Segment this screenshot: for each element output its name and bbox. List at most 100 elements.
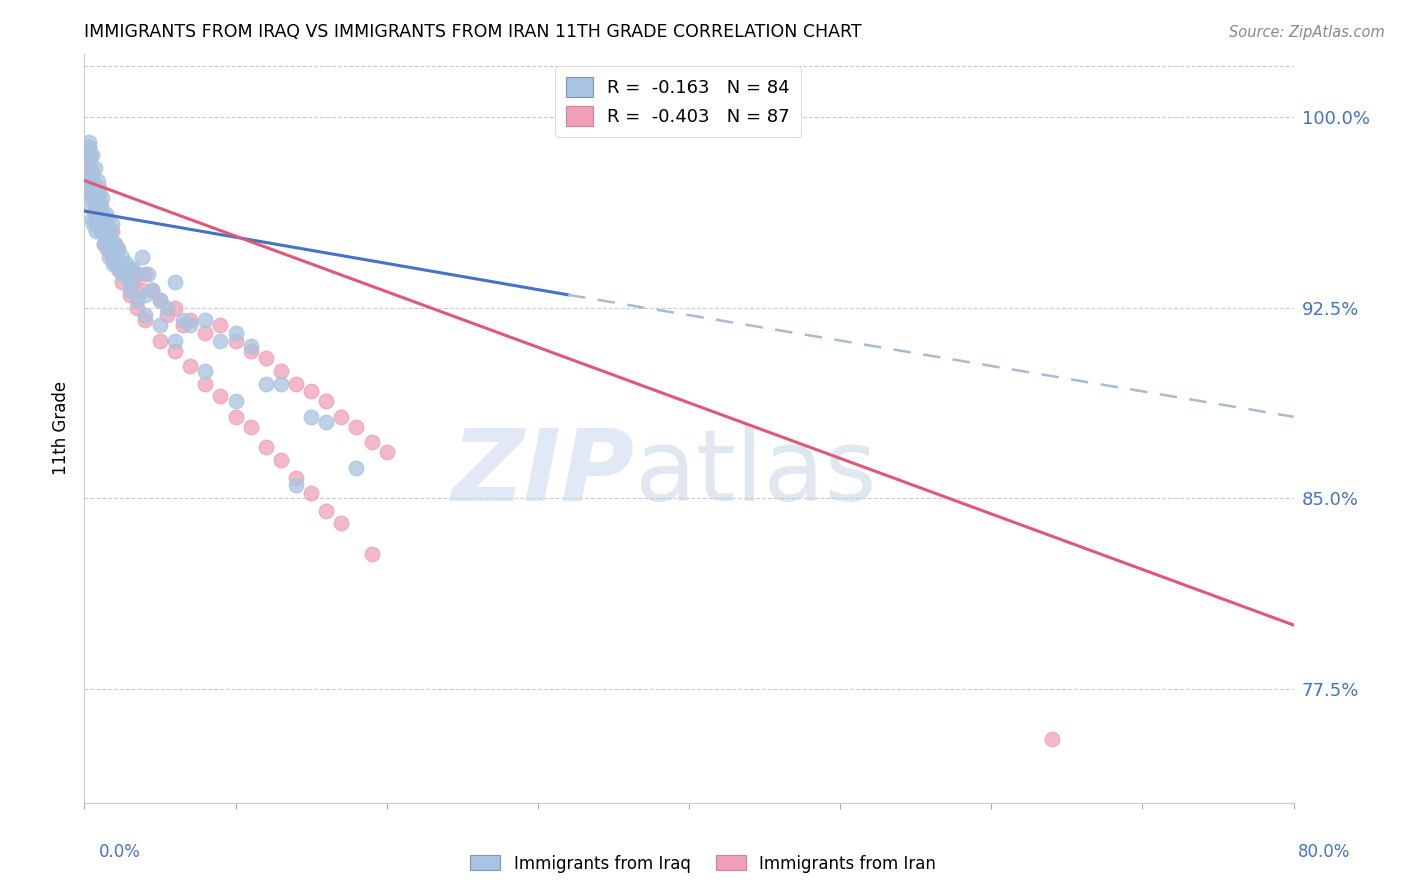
- Point: [315, 394, 337, 409]
- Point: [254, 351, 277, 366]
- Point: [299, 486, 322, 500]
- Point: [127, 293, 149, 307]
- Point: [136, 268, 159, 282]
- Point: [87, 191, 110, 205]
- Point: [194, 364, 217, 378]
- Point: [89, 186, 111, 201]
- Point: [90, 211, 112, 226]
- Point: [108, 262, 131, 277]
- Point: [270, 364, 292, 378]
- Point: [89, 199, 111, 213]
- Text: atlas: atlas: [634, 425, 876, 522]
- Point: [96, 211, 118, 226]
- Point: [270, 453, 292, 467]
- Point: [134, 268, 156, 282]
- Point: [79, 161, 101, 175]
- Point: [80, 173, 103, 187]
- Point: [111, 257, 134, 271]
- Point: [134, 313, 156, 327]
- Point: [179, 313, 201, 327]
- Point: [121, 275, 143, 289]
- Point: [104, 237, 127, 252]
- Text: Source: ZipAtlas.com: Source: ZipAtlas.com: [1229, 25, 1385, 40]
- Point: [165, 301, 187, 315]
- Point: [165, 275, 187, 289]
- Point: [108, 262, 131, 277]
- Point: [86, 191, 108, 205]
- Point: [141, 283, 163, 297]
- Point: [89, 211, 111, 226]
- Point: [84, 211, 107, 226]
- Point: [107, 242, 129, 256]
- Point: [100, 242, 122, 256]
- Point: [104, 254, 127, 268]
- Point: [239, 338, 262, 352]
- Point: [165, 343, 187, 358]
- Point: [118, 275, 141, 289]
- Point: [270, 376, 292, 391]
- Point: [98, 224, 121, 238]
- Point: [80, 166, 103, 180]
- Point: [94, 217, 117, 231]
- Point: [77, 199, 100, 213]
- Point: [165, 334, 187, 348]
- Point: [107, 262, 129, 277]
- Point: [104, 237, 127, 252]
- Point: [84, 161, 107, 175]
- Point: [149, 293, 172, 307]
- Point: [107, 242, 129, 256]
- Point: [112, 268, 135, 282]
- Legend: R =  -0.163   N = 84, R =  -0.403   N = 87: R = -0.163 N = 84, R = -0.403 N = 87: [555, 66, 801, 136]
- Point: [121, 262, 143, 277]
- Point: [84, 199, 107, 213]
- Point: [100, 250, 122, 264]
- Point: [89, 217, 111, 231]
- Point: [225, 394, 247, 409]
- Text: 80.0%: 80.0%: [1298, 843, 1350, 861]
- Point: [105, 250, 128, 264]
- Point: [1040, 732, 1063, 747]
- Point: [179, 359, 201, 373]
- Point: [97, 232, 120, 246]
- Point: [84, 181, 107, 195]
- Point: [225, 326, 247, 340]
- Point: [172, 313, 194, 327]
- Point: [346, 460, 368, 475]
- Point: [149, 318, 172, 333]
- Y-axis label: 11th Grade: 11th Grade: [52, 381, 70, 475]
- Point: [100, 217, 122, 231]
- Point: [84, 186, 107, 201]
- Point: [209, 389, 232, 403]
- Point: [299, 409, 322, 424]
- Point: [111, 250, 134, 264]
- Point: [76, 173, 98, 187]
- Point: [315, 415, 337, 429]
- Point: [100, 224, 122, 238]
- Point: [360, 435, 382, 450]
- Point: [93, 237, 115, 252]
- Point: [79, 186, 101, 201]
- Point: [86, 206, 108, 220]
- Point: [299, 384, 322, 399]
- Point: [82, 173, 104, 187]
- Point: [94, 224, 117, 238]
- Point: [91, 191, 114, 205]
- Point: [149, 293, 172, 307]
- Point: [86, 224, 108, 238]
- Text: ZIP: ZIP: [451, 425, 634, 522]
- Point: [115, 257, 138, 271]
- Point: [91, 206, 114, 220]
- Point: [87, 217, 110, 231]
- Point: [93, 237, 115, 252]
- Point: [127, 268, 149, 282]
- Point: [80, 148, 103, 162]
- Point: [134, 308, 156, 322]
- Point: [86, 191, 108, 205]
- Point: [90, 199, 112, 213]
- Point: [209, 318, 232, 333]
- Point: [194, 313, 217, 327]
- Point: [89, 206, 111, 220]
- Point: [76, 155, 98, 169]
- Point: [285, 478, 308, 492]
- Point: [91, 224, 114, 238]
